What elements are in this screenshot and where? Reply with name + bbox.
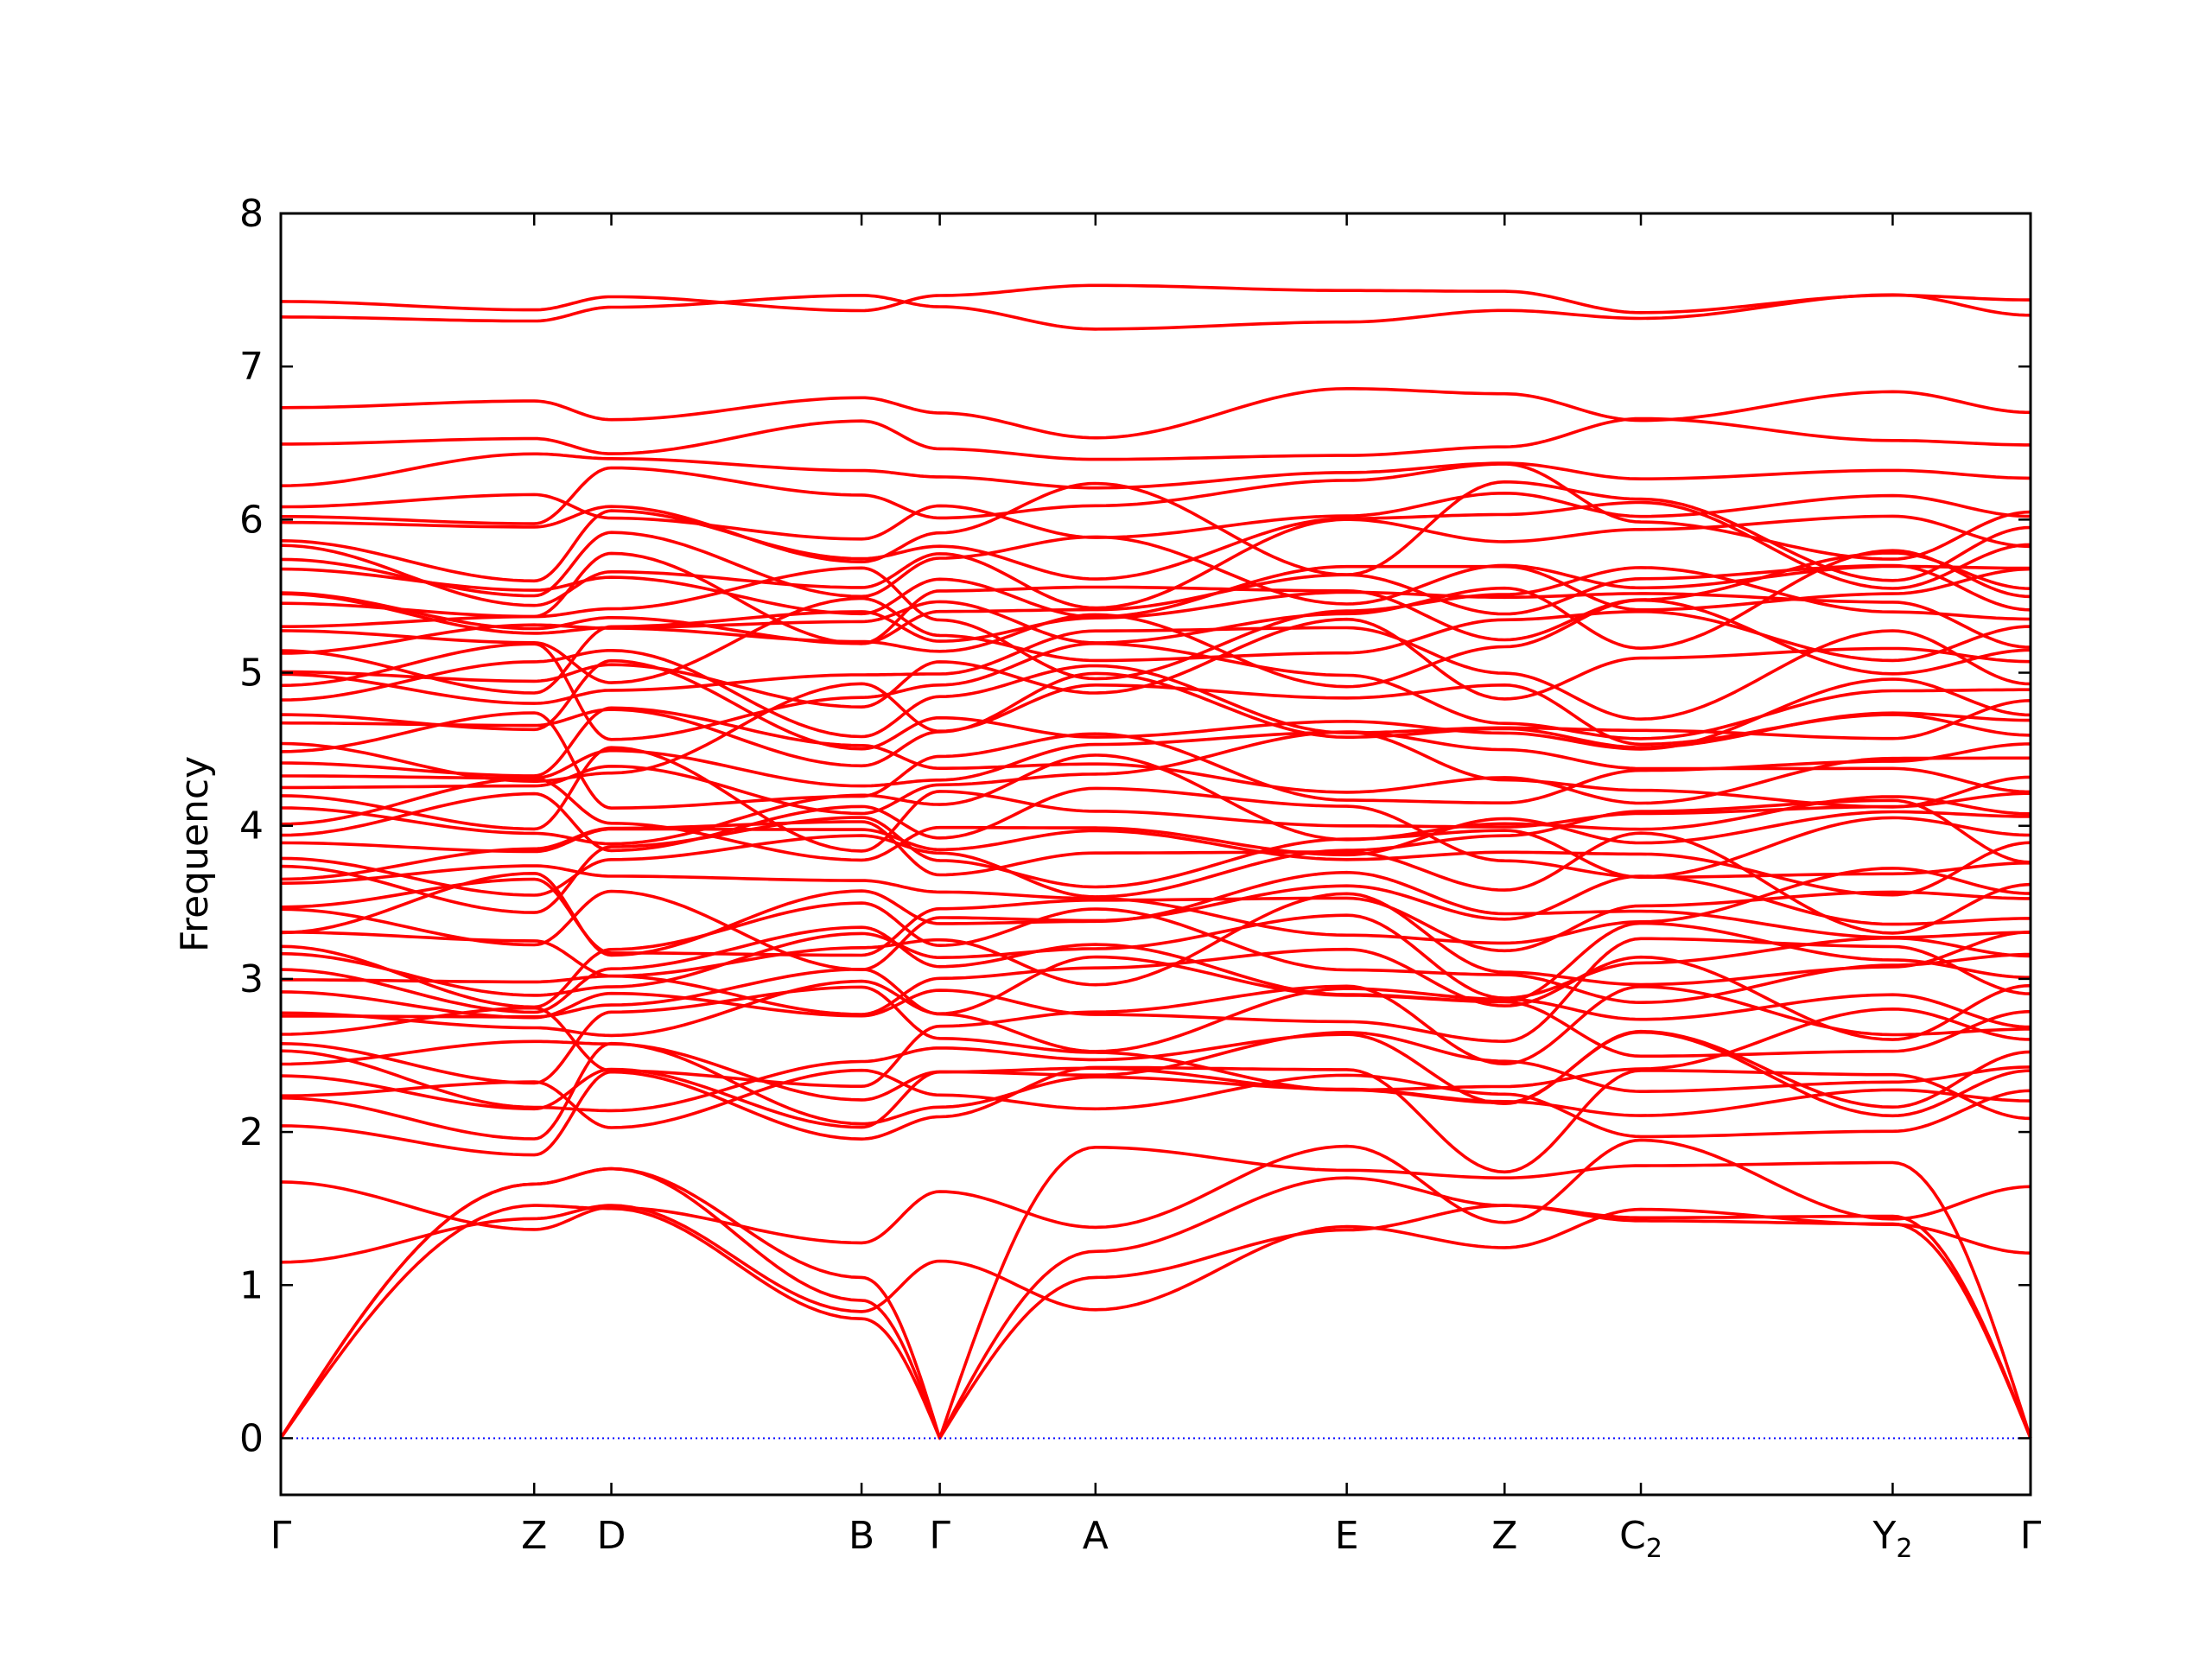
y-tick-label: 6 [239,498,264,542]
x-tick-label: Γ [2020,1514,2042,1558]
optical-band [280,293,2031,331]
optical-band [281,947,2031,1041]
y-tick-label: 0 [239,1416,264,1460]
optical-band [280,874,2031,971]
optical-band [280,921,2031,1014]
optical-band [280,753,2031,846]
optical-band [280,1029,2031,1113]
x-tick-label: Γ [929,1514,950,1558]
optical-band [280,937,2031,1043]
y-tick-label: 8 [239,192,264,236]
optical-band [280,892,2031,987]
y-tick-label: 1 [239,1263,264,1307]
y-tick-label: 2 [239,1110,264,1154]
optical-band [280,626,2031,721]
optical-band [280,746,2031,853]
optical-band [280,816,2031,914]
optical-band [280,1204,2031,1313]
x-tick-label: C2 [1619,1514,1662,1564]
optical-band [280,955,2031,1058]
optical-band [280,798,2031,899]
optical-band [280,500,2031,590]
optical-band [281,730,2031,809]
optical-band [281,462,2031,561]
optical-band [280,786,2031,879]
optical-band [280,1031,2031,1102]
y-tick-label: 7 [239,345,264,389]
y-axis-title: Frequency [173,756,217,952]
optical-band [280,682,2031,783]
optical-band [281,416,2031,461]
optical-band [280,1138,2031,1245]
x-tick-label: Z [1491,1514,1517,1558]
optical-band [280,387,2031,440]
optical-band [280,711,2031,810]
optical-band [281,968,2031,1053]
y-tick-label: 4 [239,804,264,849]
optical-band [280,551,2031,645]
x-tick-label: B [849,1514,874,1558]
optical-band [280,514,2031,610]
plot-frame [279,212,2032,1497]
optical-band [280,452,2031,490]
band-lines [279,283,2032,1440]
x-tick-label: Y2 [1872,1514,1912,1564]
optical-band [280,549,2031,650]
optical-band [281,566,2031,681]
optical-band [280,706,2031,805]
x-tick-label: E [1335,1514,1359,1558]
x-tick-label: Z [521,1514,547,1558]
x-tick-label: Γ [270,1514,292,1558]
y-tick-label: 5 [239,652,264,696]
x-tick-label: D [597,1514,626,1558]
optical-band [280,777,2031,862]
optical-band [280,598,2031,689]
optical-band [280,877,2031,957]
optical-band [280,492,2031,541]
x-ticks: Γ Z D B Γ A E Z C2 Y2 Γ [270,213,2042,1564]
optical-band [281,1068,2031,1139]
x-tick-label: A [1083,1514,1109,1558]
optical-band [280,551,2031,645]
optical-band [280,649,2031,741]
y-ticks: 0 1 2 3 4 5 6 7 8 [239,192,2031,1460]
optical-band [280,617,2031,709]
y-tick-label: 3 [239,957,264,1001]
optical-band [280,984,2031,1088]
acoustic-3 [279,1146,2032,1440]
optical-band [280,913,2031,1000]
optical-band [280,1041,2031,1141]
optical-band [280,283,2031,315]
optical-band [280,901,2031,1009]
